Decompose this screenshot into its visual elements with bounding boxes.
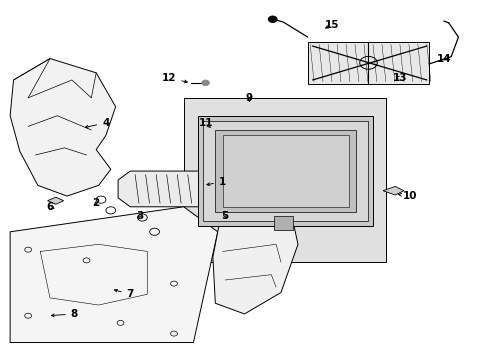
Text: 9: 9: [245, 93, 252, 103]
Polygon shape: [215, 130, 356, 212]
Text: 12: 12: [162, 73, 187, 83]
Text: 7: 7: [114, 289, 134, 299]
Text: 11: 11: [198, 118, 212, 128]
Polygon shape: [198, 116, 372, 226]
Text: 6: 6: [46, 202, 54, 212]
Circle shape: [268, 16, 277, 22]
Text: 10: 10: [398, 191, 416, 201]
Polygon shape: [203, 121, 368, 221]
Circle shape: [201, 80, 209, 86]
Polygon shape: [10, 207, 217, 342]
Polygon shape: [118, 171, 242, 207]
Text: 1: 1: [206, 177, 226, 187]
Polygon shape: [273, 216, 292, 230]
Polygon shape: [382, 186, 403, 195]
Text: 4: 4: [85, 118, 109, 128]
Bar: [183, 98, 385, 262]
Polygon shape: [10, 59, 116, 196]
Polygon shape: [47, 197, 63, 204]
Text: 8: 8: [51, 309, 78, 319]
Text: 14: 14: [436, 54, 450, 64]
Polygon shape: [222, 135, 348, 207]
Text: 3: 3: [136, 211, 143, 221]
Polygon shape: [307, 42, 428, 84]
Text: 13: 13: [392, 73, 407, 83]
Text: 15: 15: [324, 19, 339, 30]
Text: 5: 5: [221, 211, 228, 221]
Polygon shape: [212, 189, 297, 314]
Text: 2: 2: [92, 198, 100, 208]
